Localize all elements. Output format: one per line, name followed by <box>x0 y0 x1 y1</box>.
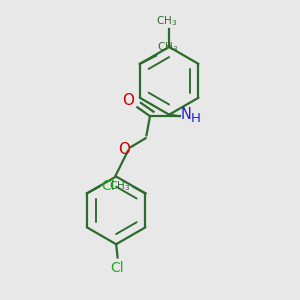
Text: CH$_3$: CH$_3$ <box>157 40 178 54</box>
Text: O: O <box>118 142 130 158</box>
Text: N: N <box>181 107 192 122</box>
Text: CH$_3$: CH$_3$ <box>109 179 130 193</box>
Text: CH$_3$: CH$_3$ <box>156 14 177 28</box>
Text: Cl: Cl <box>110 261 124 275</box>
Text: O: O <box>122 93 134 108</box>
Text: H: H <box>190 112 200 125</box>
Text: Cl: Cl <box>101 179 115 193</box>
